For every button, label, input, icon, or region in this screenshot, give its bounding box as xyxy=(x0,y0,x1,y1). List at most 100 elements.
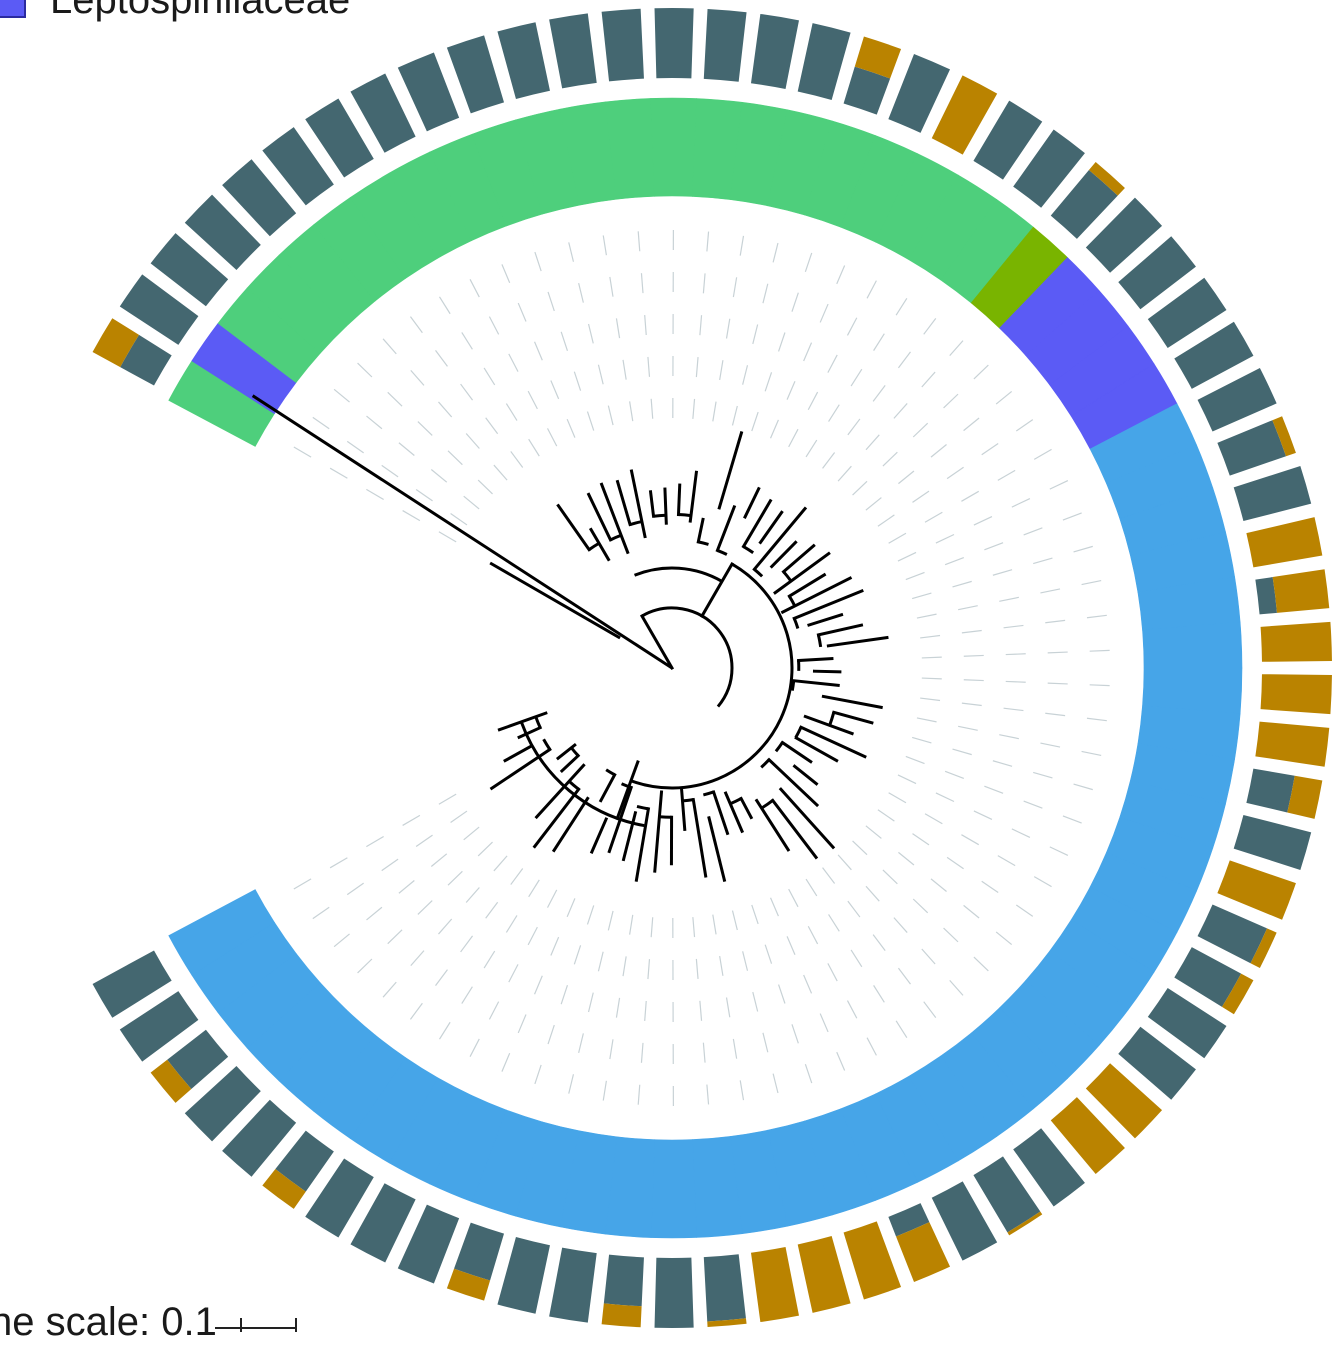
guide-tick xyxy=(502,1053,510,1071)
guide-tick xyxy=(579,283,584,302)
guide-tick xyxy=(466,434,479,449)
tree-branch xyxy=(505,747,530,761)
tree-arc xyxy=(744,547,754,553)
guide-tick xyxy=(518,303,526,321)
guide-tick xyxy=(707,1085,709,1105)
guide-tick xyxy=(574,372,580,391)
guide-tick xyxy=(993,570,1012,576)
guide-tick xyxy=(1063,816,1082,823)
guide-tick xyxy=(838,466,851,481)
guide-tick xyxy=(889,533,906,543)
guide-tick xyxy=(464,496,479,509)
tree-branch xyxy=(592,819,606,852)
guide-tick xyxy=(645,1001,647,1021)
guide-tick xyxy=(651,399,653,419)
guide-tick xyxy=(511,869,523,885)
tree-branch xyxy=(681,788,684,829)
bar-gold-segment xyxy=(602,1303,642,1327)
guide-tick xyxy=(898,852,914,865)
tree-branch xyxy=(719,433,741,508)
guide-tick xyxy=(1040,589,1060,593)
guide-tick xyxy=(804,975,812,993)
guide-tick xyxy=(733,1039,736,1059)
guide-tick xyxy=(913,834,929,845)
guide-tick xyxy=(313,907,329,918)
guide-tick xyxy=(603,1081,606,1101)
guide-tick xyxy=(889,793,906,803)
bar-dark-segment xyxy=(655,1258,694,1328)
tree-branch xyxy=(823,696,881,707)
guide-tick xyxy=(347,441,363,452)
guide-tick xyxy=(641,273,643,293)
guide-tick xyxy=(464,827,479,840)
tree-arc xyxy=(536,717,540,728)
guide-tick xyxy=(961,491,978,501)
guide-tick xyxy=(630,401,633,421)
guide-tick xyxy=(806,879,817,896)
guide-tick xyxy=(866,886,879,901)
guide-tick xyxy=(771,898,779,916)
guide-tick xyxy=(898,552,916,561)
guide-tick xyxy=(399,881,414,894)
tree-branch xyxy=(781,789,833,847)
guide-tick xyxy=(851,369,862,386)
guide-tick xyxy=(829,914,840,931)
guide-tick xyxy=(470,279,479,297)
guide-tick xyxy=(773,1074,778,1093)
tree-branch xyxy=(665,489,666,523)
guide-tick xyxy=(920,636,940,638)
guide-tick xyxy=(999,597,1019,601)
guide-tick xyxy=(964,418,980,431)
guide-tick xyxy=(461,936,473,952)
tree-branch xyxy=(698,519,703,542)
guide-tick xyxy=(763,284,768,303)
tree-arc xyxy=(589,543,599,549)
tree-branch xyxy=(519,728,540,738)
guide-tick xyxy=(1082,751,1102,755)
guide-tick xyxy=(511,451,523,467)
guide-tick xyxy=(720,360,723,380)
tree-branch xyxy=(814,671,839,672)
tree-branch xyxy=(601,775,615,801)
guide-tick xyxy=(873,935,885,951)
guide-tick xyxy=(416,835,432,846)
guide-tick xyxy=(616,998,619,1018)
guide-tick xyxy=(920,698,940,700)
guide-tick xyxy=(478,480,492,494)
guide-tick xyxy=(898,352,910,368)
guide-tick xyxy=(462,987,473,1004)
guide-tick xyxy=(382,465,398,476)
tree-branch xyxy=(535,789,579,846)
bar-gold-segment xyxy=(1261,674,1332,714)
guide-tick xyxy=(410,317,422,333)
guide-tick xyxy=(847,318,856,336)
tree-branch xyxy=(782,743,810,762)
guide-tick xyxy=(896,1021,907,1038)
guide-tick xyxy=(388,392,402,406)
tree-branch xyxy=(678,485,679,514)
tree-arc xyxy=(630,522,642,525)
guide-tick xyxy=(439,794,456,804)
bar-gold-segment xyxy=(1273,569,1330,613)
tree-branch xyxy=(745,489,759,517)
guide-tick xyxy=(1033,558,1052,564)
guide-tick xyxy=(958,606,978,610)
guide-tick xyxy=(1048,652,1068,653)
tree-branch xyxy=(828,638,887,646)
guide-tick xyxy=(974,517,992,526)
tree-arc xyxy=(776,743,782,752)
tree-branch xyxy=(809,615,842,625)
guide-tick xyxy=(1016,905,1032,916)
guide-tick xyxy=(787,381,795,399)
guide-tick xyxy=(574,945,580,964)
guide-tick xyxy=(1012,499,1030,508)
tree-branch xyxy=(602,484,628,552)
guide-tick xyxy=(548,1025,554,1044)
tree-branch xyxy=(834,712,872,722)
tree-arc xyxy=(794,618,798,628)
guide-tick xyxy=(878,515,894,526)
bar-dark-segment xyxy=(655,8,694,78)
bar-gold-segment xyxy=(844,1221,901,1299)
guide-tick xyxy=(608,406,613,425)
